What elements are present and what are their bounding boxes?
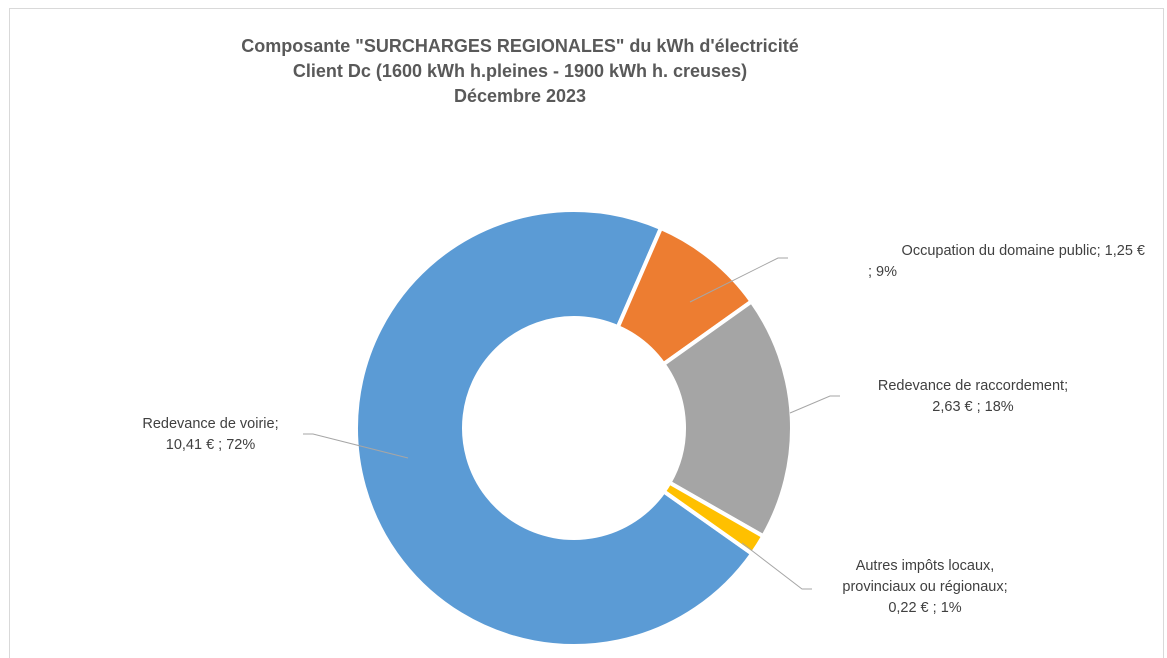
- data-label-occupation-line-1: Occupation du domaine public; 1,25 €: [901, 243, 1145, 259]
- chart-title-line-3: Décembre 2023: [453, 86, 587, 106]
- data-label-raccordement: Redevance de raccordement; 2,63 € ; 18%: [848, 376, 1098, 418]
- chart-title-line-2: Client Dc (1600 kWh h.pleines - 1900 kWh…: [292, 61, 748, 81]
- slice-voirie: [354, 208, 755, 648]
- slice-raccordement: [660, 298, 794, 539]
- data-label-autres-line-1: Autres impôts locaux,: [855, 558, 995, 574]
- leader-line-occupation: [689, 257, 788, 303]
- data-label-autres-line-2: provinciaux ou régionaux;: [842, 579, 1008, 595]
- data-label-occupation-line-2: ; 9%: [867, 264, 897, 280]
- donut-slices: [354, 208, 794, 648]
- leader-lines: [303, 257, 840, 590]
- leader-line-raccordement: [789, 395, 840, 414]
- data-label-autres: Autres impôts locaux, provinciaux ou rég…: [805, 556, 1045, 619]
- data-label-voirie-line-2: 10,41 € ; 72%: [165, 437, 256, 453]
- data-label-autres-line-3: 0,22 € ; 1%: [888, 600, 962, 616]
- chart-title-line-1: Composante "SURCHARGES REGIONALES" du kW…: [241, 36, 799, 56]
- data-label-raccordement-line-2: 2,63 € ; 18%: [932, 399, 1014, 415]
- data-label-raccordement-line-1: Redevance de raccordement;: [877, 378, 1069, 394]
- data-label-occupation: Occupation du domaine public; 1,25 € ; 9…: [770, 241, 1145, 283]
- chart-title: Composante "SURCHARGES REGIONALES" du kW…: [130, 34, 910, 109]
- data-label-voirie: Redevance de voirie; 10,41 € ; 72%: [118, 414, 303, 456]
- data-label-voirie-line-1: Redevance de voirie;: [142, 416, 279, 432]
- leader-line-voirie: [303, 433, 409, 459]
- leader-line-autres: [741, 542, 812, 590]
- slice-autres: [661, 479, 766, 557]
